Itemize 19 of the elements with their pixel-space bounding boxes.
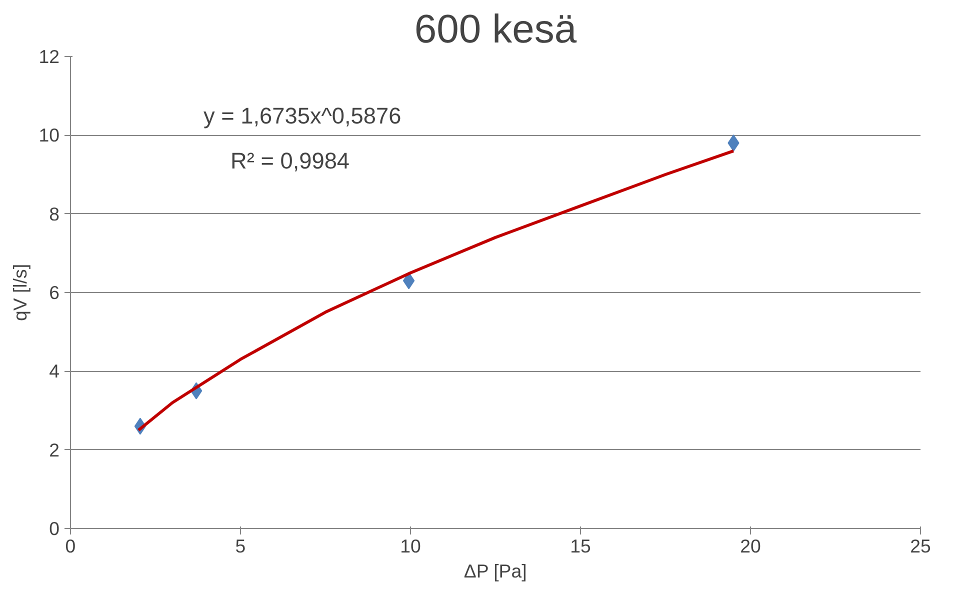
y-tick-label: 12 xyxy=(38,46,60,67)
x-tick-label: 15 xyxy=(570,536,591,556)
x-tick-label: 25 xyxy=(910,536,931,556)
y-tick-label: 8 xyxy=(49,203,60,224)
y-tick-label: 6 xyxy=(49,282,60,303)
x-tick-label: 0 xyxy=(65,536,76,556)
y-tick-label: 10 xyxy=(38,124,60,146)
y-tick-label: 4 xyxy=(49,360,60,382)
x-tick-label: 5 xyxy=(235,536,246,556)
y-tick-label: 2 xyxy=(49,439,60,460)
chart-title: 600 kesä xyxy=(414,8,578,52)
annotation: R² = 0,9984 xyxy=(230,148,350,174)
annotation: y = 1,6735x^0,5876 xyxy=(204,102,402,128)
y-axis-title: qV [l/s] xyxy=(10,264,31,322)
x-tick-label: 10 xyxy=(400,536,421,556)
point xyxy=(402,272,415,290)
x-tick-label: 20 xyxy=(740,536,761,556)
y-tick-label: 0 xyxy=(49,518,60,539)
x-axis-title: ΔP [Pa] xyxy=(464,560,527,582)
